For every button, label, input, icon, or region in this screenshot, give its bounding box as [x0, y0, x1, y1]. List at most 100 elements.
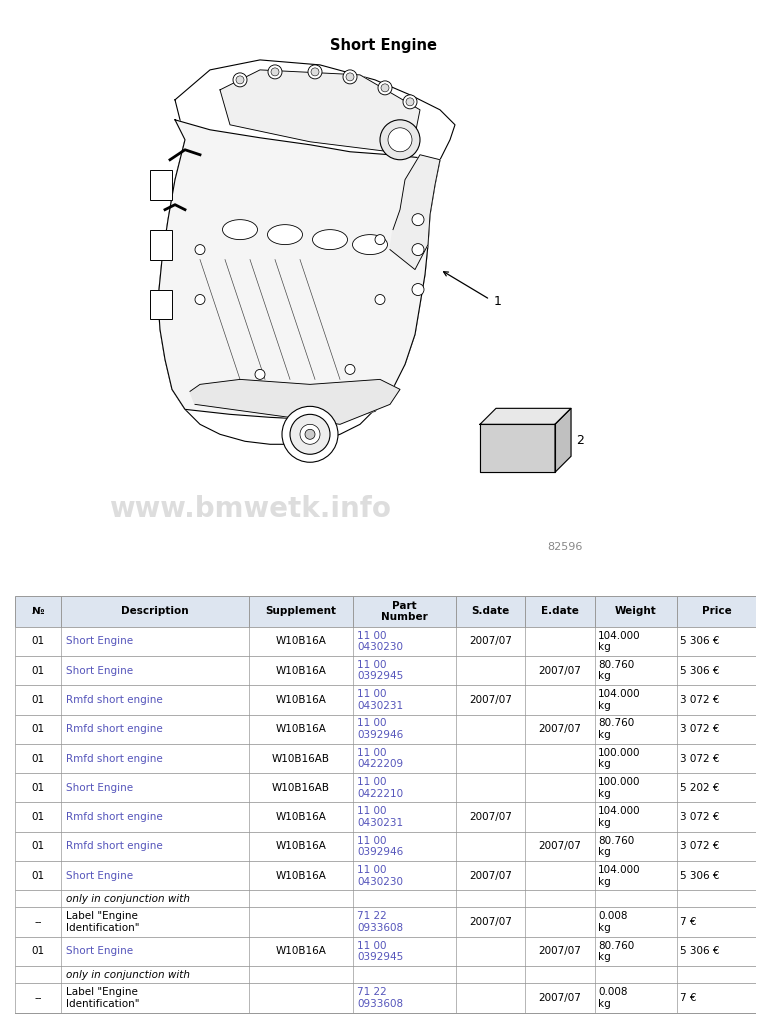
- Polygon shape: [190, 380, 400, 424]
- Bar: [15, 861, 756, 890]
- Ellipse shape: [313, 229, 347, 250]
- Text: W10B16A: W10B16A: [275, 812, 326, 822]
- Text: Rmfd short engine: Rmfd short engine: [66, 695, 163, 705]
- Text: 2007/07: 2007/07: [469, 636, 511, 646]
- Text: 2: 2: [576, 434, 584, 446]
- Text: 2007/07: 2007/07: [469, 870, 511, 881]
- Text: W10B16AB: W10B16AB: [272, 782, 329, 793]
- Text: 104.000
kg: 104.000 kg: [598, 631, 641, 652]
- Polygon shape: [555, 409, 571, 472]
- Bar: [15, 831, 756, 861]
- Bar: [15, 596, 756, 627]
- Bar: [150, 170, 172, 200]
- Text: Short Engine: Short Engine: [66, 666, 133, 676]
- Polygon shape: [390, 155, 440, 269]
- Text: 11 00
0392945: 11 00 0392945: [357, 659, 403, 681]
- Text: 2007/07: 2007/07: [538, 666, 581, 676]
- Text: 100.000
kg: 100.000 kg: [598, 777, 641, 799]
- Text: Short Engine: Short Engine: [66, 870, 133, 881]
- Text: 11 00
0422210: 11 00 0422210: [357, 777, 403, 799]
- Text: 2007/07: 2007/07: [469, 812, 511, 822]
- Circle shape: [378, 81, 392, 95]
- Text: 01: 01: [31, 946, 45, 956]
- Text: 82596: 82596: [548, 542, 583, 552]
- Polygon shape: [480, 409, 571, 424]
- Text: Price: Price: [702, 606, 732, 616]
- Ellipse shape: [353, 234, 388, 255]
- Text: W10B16A: W10B16A: [275, 666, 326, 676]
- Text: --: --: [35, 993, 42, 1002]
- Bar: [15, 966, 756, 983]
- Text: Label "Engine
Identification": Label "Engine Identification": [66, 911, 139, 933]
- Text: 7 €: 7 €: [680, 993, 697, 1002]
- Polygon shape: [480, 424, 555, 472]
- Text: W10B16A: W10B16A: [275, 724, 326, 734]
- Circle shape: [233, 73, 247, 87]
- Text: 5 306 €: 5 306 €: [680, 870, 720, 881]
- Circle shape: [255, 370, 265, 380]
- Text: 01: 01: [31, 724, 45, 734]
- Bar: [15, 983, 756, 1013]
- Text: 80.760
kg: 80.760 kg: [598, 659, 634, 681]
- Text: 3 072 €: 3 072 €: [680, 812, 720, 822]
- Text: Description: Description: [121, 606, 189, 616]
- Text: Supplement: Supplement: [265, 606, 336, 616]
- Circle shape: [381, 84, 389, 92]
- Text: W10B16A: W10B16A: [275, 695, 326, 705]
- Text: Rmfd short engine: Rmfd short engine: [66, 812, 163, 822]
- Circle shape: [271, 68, 279, 76]
- Text: 11 00
0430230: 11 00 0430230: [357, 865, 403, 887]
- Text: 01: 01: [31, 754, 45, 764]
- Text: Part
Number: Part Number: [381, 600, 428, 623]
- Bar: [15, 743, 756, 773]
- Text: 11 00
0392946: 11 00 0392946: [357, 719, 403, 740]
- Text: Short Engine: Short Engine: [330, 38, 438, 53]
- Text: 5 306 €: 5 306 €: [680, 666, 720, 676]
- Text: 71 22
0933608: 71 22 0933608: [357, 987, 403, 1009]
- Circle shape: [412, 214, 424, 225]
- Text: 3 072 €: 3 072 €: [680, 754, 720, 764]
- Text: Weight: Weight: [615, 606, 657, 616]
- Text: 5 306 €: 5 306 €: [680, 946, 720, 956]
- Circle shape: [268, 65, 282, 79]
- Text: Short Engine: Short Engine: [66, 946, 133, 956]
- Circle shape: [388, 128, 412, 152]
- Text: Short Engine: Short Engine: [66, 782, 133, 793]
- Text: Rmfd short engine: Rmfd short engine: [66, 842, 163, 851]
- Circle shape: [375, 234, 385, 245]
- Text: 11 00
0430231: 11 00 0430231: [357, 689, 403, 711]
- Text: 01: 01: [31, 695, 45, 705]
- Text: Label "Engine
Identification": Label "Engine Identification": [66, 987, 139, 1009]
- Text: 80.760
kg: 80.760 kg: [598, 719, 634, 740]
- Circle shape: [195, 245, 205, 255]
- Ellipse shape: [267, 224, 303, 245]
- Circle shape: [300, 424, 320, 444]
- Text: 0.008
kg: 0.008 kg: [598, 911, 627, 933]
- Text: 3 072 €: 3 072 €: [680, 842, 720, 851]
- Text: 0.008
kg: 0.008 kg: [598, 987, 627, 1009]
- Bar: [15, 685, 756, 715]
- Text: 2007/07: 2007/07: [538, 842, 581, 851]
- Circle shape: [311, 68, 319, 76]
- Text: 2007/07: 2007/07: [469, 918, 511, 927]
- Text: W10B16A: W10B16A: [275, 946, 326, 956]
- Bar: [15, 627, 756, 656]
- Bar: [15, 937, 756, 966]
- Text: 71 22
0933608: 71 22 0933608: [357, 911, 403, 933]
- Text: 1: 1: [494, 295, 502, 308]
- Text: 80.760
kg: 80.760 kg: [598, 836, 634, 857]
- Text: 01: 01: [31, 812, 45, 822]
- Circle shape: [343, 70, 357, 84]
- Text: 2007/07: 2007/07: [469, 695, 511, 705]
- Circle shape: [412, 284, 424, 296]
- Text: Rmfd short engine: Rmfd short engine: [66, 754, 163, 764]
- Ellipse shape: [223, 220, 257, 240]
- Text: 2007/07: 2007/07: [538, 724, 581, 734]
- Circle shape: [406, 98, 414, 105]
- Bar: [150, 229, 172, 260]
- Text: 01: 01: [31, 636, 45, 646]
- Circle shape: [375, 295, 385, 304]
- Bar: [15, 907, 756, 937]
- Text: W10B16A: W10B16A: [275, 636, 326, 646]
- Bar: [15, 803, 756, 831]
